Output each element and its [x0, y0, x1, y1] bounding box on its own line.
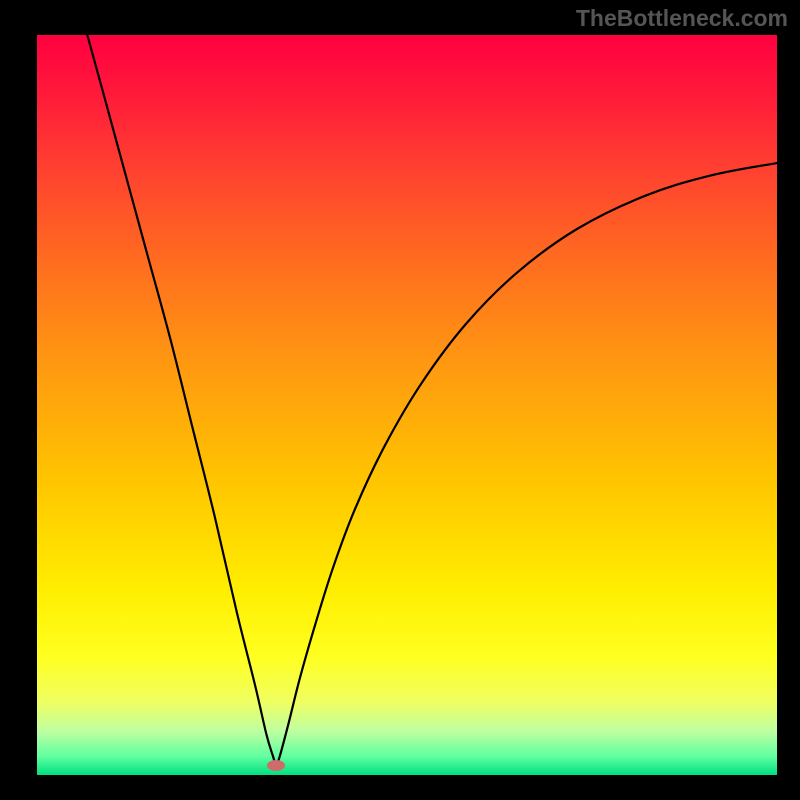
bottleneck-curve — [0, 0, 800, 800]
chart-container: TheBottleneck.com — [0, 0, 800, 800]
curve-vertex-marker — [267, 760, 285, 771]
watermark-text: TheBottleneck.com — [576, 5, 788, 32]
